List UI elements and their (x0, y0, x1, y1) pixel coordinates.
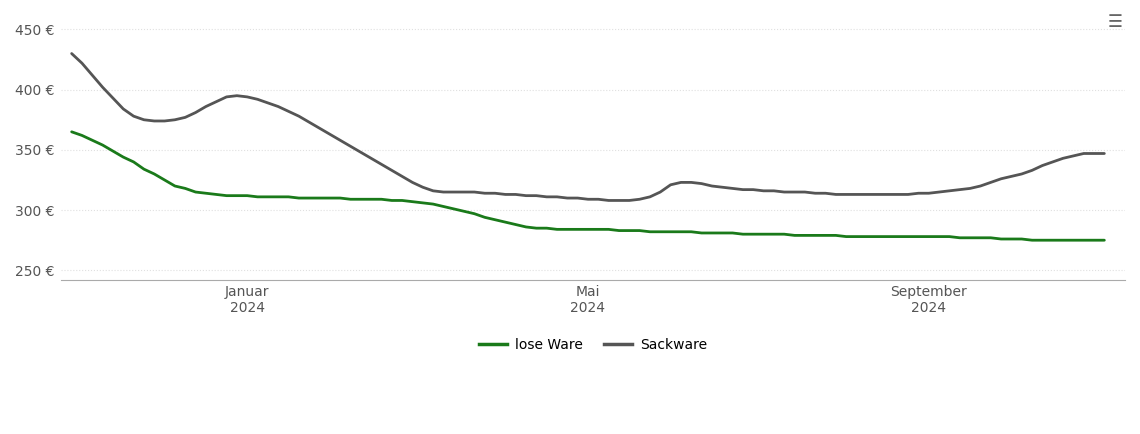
Legend: lose Ware, Sackware: lose Ware, Sackware (473, 333, 712, 358)
Text: ☰: ☰ (1108, 13, 1123, 31)
